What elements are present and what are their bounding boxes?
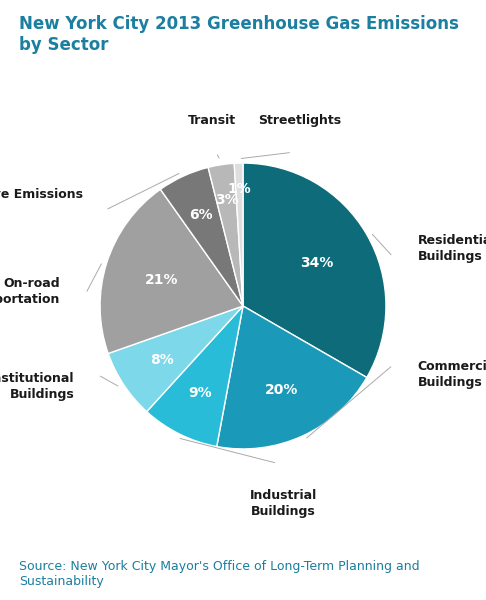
Text: On-road
Transportation: On-road Transportation (0, 277, 60, 306)
Wedge shape (147, 306, 243, 446)
Text: Institutional
Buildings: Institutional Buildings (0, 371, 74, 401)
Wedge shape (108, 306, 243, 412)
Wedge shape (208, 163, 243, 306)
Text: 3%: 3% (215, 193, 238, 207)
Text: 1%: 1% (227, 182, 251, 196)
Text: 34%: 34% (300, 256, 334, 270)
Text: Source: New York City Mayor's Office of Long-Term Planning and
Sustainability: Source: New York City Mayor's Office of … (19, 560, 420, 588)
Text: Streetlights: Streetlights (259, 115, 342, 127)
Wedge shape (234, 163, 243, 306)
Wedge shape (243, 163, 386, 377)
Text: Residential
Buildings: Residential Buildings (417, 235, 486, 263)
Text: Fugitive Emissions: Fugitive Emissions (0, 188, 83, 201)
Text: 6%: 6% (190, 208, 213, 222)
Wedge shape (217, 306, 367, 449)
Text: 8%: 8% (150, 353, 174, 367)
Wedge shape (160, 167, 243, 306)
Text: 20%: 20% (265, 383, 298, 397)
Text: Transit: Transit (188, 115, 236, 127)
Text: New York City 2013 Greenhouse Gas Emissions
by Sector: New York City 2013 Greenhouse Gas Emissi… (19, 15, 459, 54)
Text: Commercial
Buildings: Commercial Buildings (417, 360, 486, 389)
Wedge shape (100, 190, 243, 353)
Text: Industrial
Buildings: Industrial Buildings (249, 489, 317, 518)
Text: 21%: 21% (144, 273, 178, 287)
Text: 9%: 9% (188, 386, 211, 400)
